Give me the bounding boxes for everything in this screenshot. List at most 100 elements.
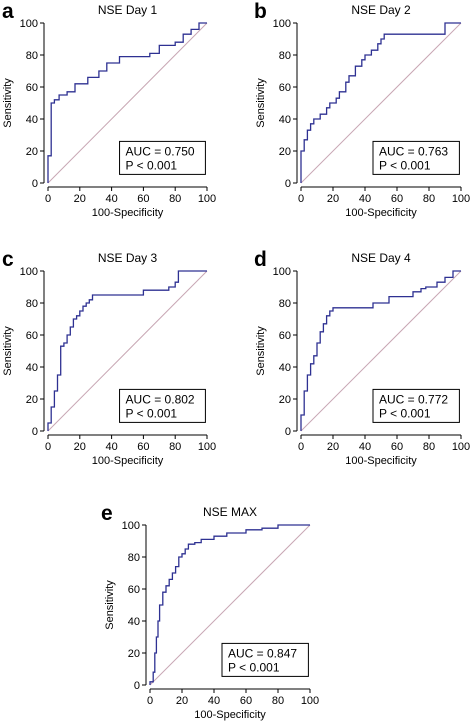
x-tick-label: 0: [45, 193, 51, 205]
y-tick-label: 100: [273, 266, 291, 278]
y-tick-label: 60: [279, 330, 291, 342]
auc-box: [119, 388, 206, 423]
y-tick-label: 60: [128, 584, 140, 596]
y-tick-label: 80: [26, 50, 38, 62]
y-tick-label: 80: [279, 50, 291, 62]
x-tick-label: 60: [137, 193, 149, 205]
auc-box: [372, 388, 460, 423]
x-tick-label: 60: [391, 441, 403, 453]
x-tick-label: 40: [105, 441, 117, 453]
y-tick-label: 0: [134, 680, 140, 692]
x-tick-label: 80: [423, 441, 435, 453]
panel-letter: c: [2, 248, 14, 271]
x-tick-label: 80: [423, 193, 435, 205]
y-axis-label: Sensitivity: [2, 78, 14, 128]
auc-value: AUC = 0.847: [228, 646, 297, 660]
x-tick-label: 60: [137, 441, 149, 453]
y-tick-label: 60: [26, 330, 38, 342]
auc-value: AUC = 0.763: [379, 144, 448, 158]
panel-letter: a: [2, 0, 14, 23]
roc-curve: [47, 270, 207, 431]
p-value: P < 0.001: [379, 406, 431, 420]
chart-title: NSE Day 1: [98, 3, 158, 17]
x-tick-label: 20: [74, 441, 86, 453]
reference-diagonal: [47, 270, 208, 432]
x-tick-label: 20: [74, 193, 86, 205]
x-tick-label: 0: [298, 441, 304, 453]
x-tick-label: 80: [272, 695, 284, 707]
reference-diagonal: [47, 22, 208, 184]
roc-curve: [47, 22, 207, 183]
y-tick-label: 80: [26, 298, 38, 310]
x-tick-label: 100: [452, 441, 470, 453]
y-tick-label: 80: [128, 552, 140, 564]
panel-a: a NSE Day 1 0 20 40 60 80 100 0 20 40 60 80 100 100-Sp…: [2, 0, 216, 219]
panel-b: b NSE Day 2 0 20 40 60 80 100 0 20 40 60 80 100 100-Sp…: [254, 0, 470, 219]
y-tick-label: 80: [279, 298, 291, 310]
chart-title: NSE MAX: [203, 505, 257, 519]
x-axis-label: 100-Specificity: [92, 207, 164, 219]
panel-e: e NSE MAX 0 20 40 60 80 100 0 20 40 60 80 100 100-Spec…: [101, 502, 319, 721]
reference-diagonal: [300, 22, 462, 184]
chart-title: NSE Day 2: [351, 3, 411, 17]
y-tick-label: 20: [26, 394, 38, 406]
y-tick-label: 100: [20, 18, 38, 30]
panel-letter: b: [254, 0, 267, 23]
auc-box: [372, 140, 460, 175]
auc-box: [221, 642, 309, 677]
x-tick-label: 40: [359, 441, 371, 453]
y-axis-label: Sensitivity: [255, 326, 267, 376]
panel-d: d NSE Day 4 0 20 40 60 80 100 0 20 40 60 80 100 100-Sp…: [254, 248, 470, 467]
chart-title: NSE Day 3: [98, 251, 158, 265]
y-axis-label: Sensitivity: [104, 580, 116, 630]
x-tick-label: 40: [208, 695, 220, 707]
p-value: P < 0.001: [228, 660, 280, 674]
x-tick-label: 80: [169, 441, 181, 453]
y-tick-label: 20: [279, 394, 291, 406]
x-tick-label: 40: [359, 193, 371, 205]
y-tick-label: 20: [26, 146, 38, 158]
panel-c: c NSE Day 3 0 20 40 60 80 100 0 20 40 60 80 100 100-Sp…: [2, 248, 216, 467]
y-tick-label: 40: [128, 616, 140, 628]
x-axis-label: 100-Specificity: [194, 709, 266, 721]
x-tick-label: 0: [298, 193, 304, 205]
x-tick-label: 20: [327, 193, 339, 205]
x-tick-label: 100: [452, 193, 470, 205]
y-tick-label: 40: [279, 362, 291, 374]
x-tick-label: 20: [176, 695, 188, 707]
x-tick-label: 60: [391, 193, 403, 205]
y-tick-label: 20: [128, 648, 140, 660]
panel-letter: e: [101, 502, 113, 525]
y-tick-label: 0: [285, 178, 291, 190]
roc-curve: [300, 22, 461, 183]
chart-title: NSE Day 4: [351, 251, 411, 265]
x-tick-label: 0: [147, 695, 153, 707]
y-tick-label: 0: [285, 426, 291, 438]
y-tick-label: 60: [26, 82, 38, 94]
reference-diagonal: [300, 270, 462, 432]
roc-curve: [149, 524, 310, 685]
p-value: P < 0.001: [126, 158, 178, 172]
p-value: P < 0.001: [379, 158, 431, 172]
x-axis-label: 100-Specificity: [345, 207, 417, 219]
auc-value: AUC = 0.802: [126, 392, 195, 406]
auc-box: [119, 140, 206, 175]
x-axis-label: 100-Specificity: [345, 455, 417, 467]
y-tick-label: 40: [26, 114, 38, 126]
y-axis-label: Sensitivity: [2, 326, 14, 376]
roc-curve: [300, 270, 461, 431]
x-tick-label: 0: [45, 441, 51, 453]
p-value: P < 0.001: [126, 406, 178, 420]
y-tick-label: 60: [279, 82, 291, 94]
panel-letter: d: [254, 248, 267, 271]
y-tick-label: 20: [279, 146, 291, 158]
x-tick-label: 100: [198, 441, 216, 453]
y-tick-label: 0: [32, 178, 38, 190]
y-tick-label: 100: [122, 520, 140, 532]
x-tick-label: 80: [169, 193, 181, 205]
y-tick-label: 100: [273, 18, 291, 30]
auc-value: AUC = 0.750: [126, 144, 195, 158]
x-tick-label: 40: [105, 193, 117, 205]
y-tick-label: 0: [32, 426, 38, 438]
